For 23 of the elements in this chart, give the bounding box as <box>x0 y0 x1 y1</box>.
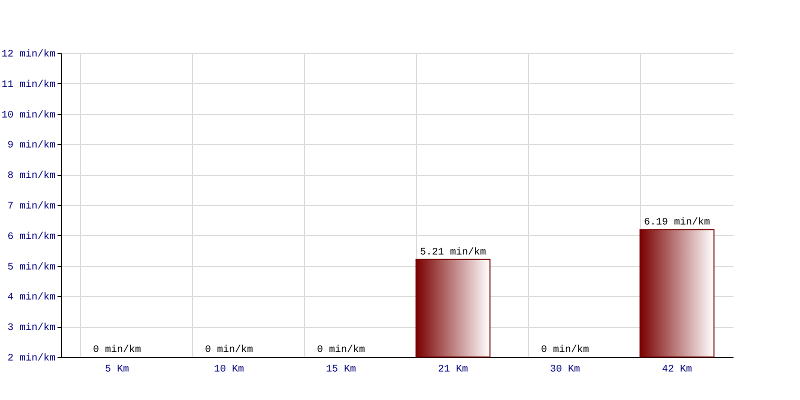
data-label: 6.19 min/km <box>644 216 710 229</box>
x-tick-label: 10 Km <box>214 364 244 376</box>
y-tick-label: 2 min/km <box>7 352 56 364</box>
y-tick-label: 6 min/km <box>7 230 56 243</box>
x-tick-label: 42 Km <box>662 364 692 376</box>
y-tick-label: 7 min/km <box>7 200 56 212</box>
y-tick-label: 10 min/km <box>1 109 56 122</box>
y-tick-label: 8 min/km <box>7 170 56 182</box>
text: 0 min/km <box>316 345 366 356</box>
text: 0 min/km <box>92 345 142 356</box>
text: 0 min/km <box>540 345 590 356</box>
data-label: 5.21 min/km <box>420 246 486 258</box>
y-tick-label: 9 min/km <box>7 140 56 152</box>
y-tick-label: 5 min/km <box>7 261 56 274</box>
y-tick-label: 3 min/km <box>7 322 56 334</box>
x-tick-label: 5 Km <box>104 364 130 376</box>
x-tick-label: 21 Km <box>438 364 468 376</box>
y-tick-label: 4 min/km <box>7 292 56 304</box>
text: 0 min/km <box>204 345 254 356</box>
y-tick-label: 12 min/km <box>1 48 56 60</box>
y-tick-label: 11 min/km <box>1 78 56 91</box>
x-tick-label: 15 Km <box>326 364 356 376</box>
x-tick-label: 30 Km <box>550 364 580 376</box>
